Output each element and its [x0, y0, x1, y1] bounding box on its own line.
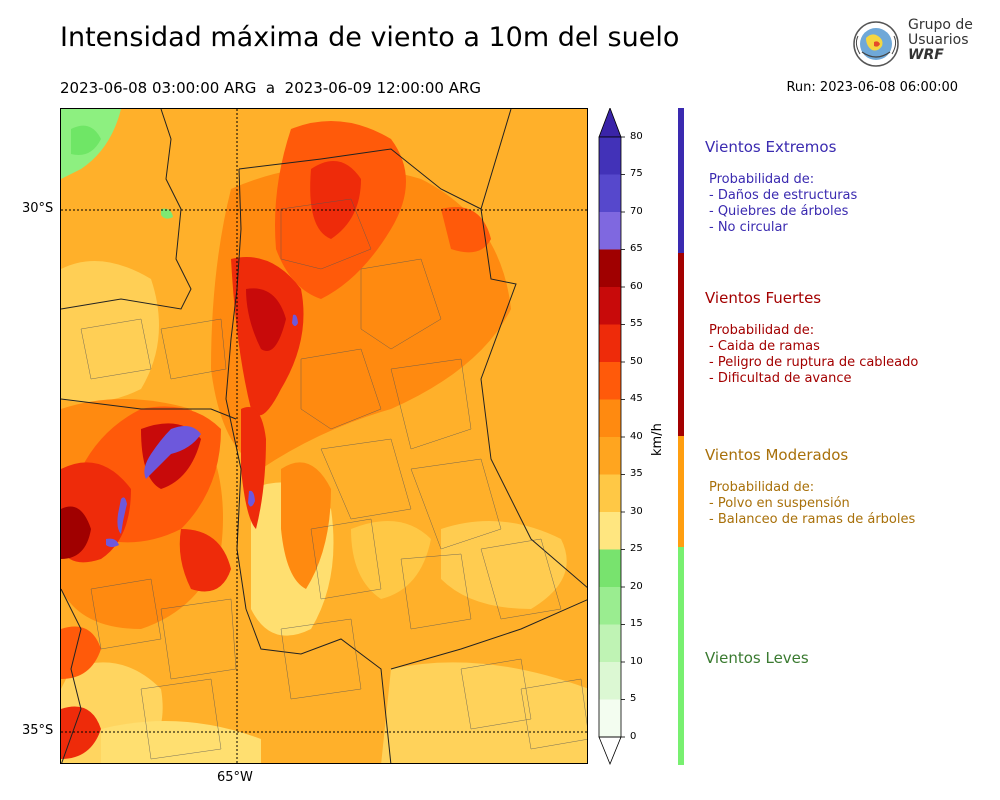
colorbar-tick: 65 [630, 243, 643, 254]
category-desc-moderados: Probabilidad de: - Polvo en suspensión -… [709, 480, 916, 527]
colorbar-tick: 80 [630, 131, 643, 142]
colorbar-unit-label: km/h [650, 423, 665, 456]
colorbar-tick: 25 [630, 543, 643, 554]
colorbar-tick: 10 [630, 656, 643, 667]
lon-label-65w: 65°W [217, 770, 253, 785]
logo-line-2: Usuarios [908, 32, 969, 48]
category-title-moderados: Vientos Moderados [705, 446, 849, 464]
category-title-fuertes: Vientos Fuertes [705, 289, 822, 307]
logo-line-3: WRF [908, 47, 944, 63]
colorbar-tick: 15 [630, 618, 643, 629]
colorbar-tick: 0 [630, 731, 637, 742]
colorbar-tick: 5 [630, 693, 637, 704]
colorbar-tick: 60 [630, 281, 643, 292]
colorbar-tick: 45 [630, 393, 643, 404]
colorbar-tick: 30 [630, 506, 643, 517]
grupo-usuarios-wrf-logo: Grupo de Usuarios WRF [848, 16, 978, 72]
globe-icon [853, 21, 899, 67]
lat-label-30s: 30°S [22, 201, 54, 216]
lat-label-35s: 35°S [22, 723, 54, 738]
category-bar-fuertes [678, 253, 684, 436]
category-title-leves: Vientos Leves [705, 649, 809, 667]
colorbar [598, 106, 658, 768]
colorbar-tick: 40 [630, 431, 643, 442]
category-desc-fuertes: Probabilidad de: - Caida de ramas - Peli… [709, 323, 919, 386]
wind-field-svg [61, 109, 587, 763]
colorbar-svg [598, 106, 625, 766]
colorbar-tick: 75 [630, 168, 643, 179]
category-bar-leves [678, 547, 684, 765]
colorbar-tick: 20 [630, 581, 643, 592]
colorbar-tick: 55 [630, 318, 643, 329]
run-timestamp: Run: 2023-06-08 06:00:00 [786, 80, 958, 95]
chart-title: Intensidad máxima de viento a 10m del su… [60, 22, 680, 53]
logo-line-1: Grupo de [908, 17, 973, 33]
category-bar-extremos [678, 108, 684, 253]
forecast-period: 2023-06-08 03:00:00 ARG a 2023-06-09 12:… [60, 79, 482, 97]
category-desc-extremos: Probabilidad de: - Daños de estructuras … [709, 172, 858, 235]
colorbar-tick: 50 [630, 356, 643, 367]
category-title-extremos: Vientos Extremos [705, 138, 837, 156]
wind-map [60, 108, 588, 764]
colorbar-tick: 35 [630, 468, 643, 479]
colorbar-tick: 70 [630, 206, 643, 217]
category-bar-moderados [678, 436, 684, 547]
